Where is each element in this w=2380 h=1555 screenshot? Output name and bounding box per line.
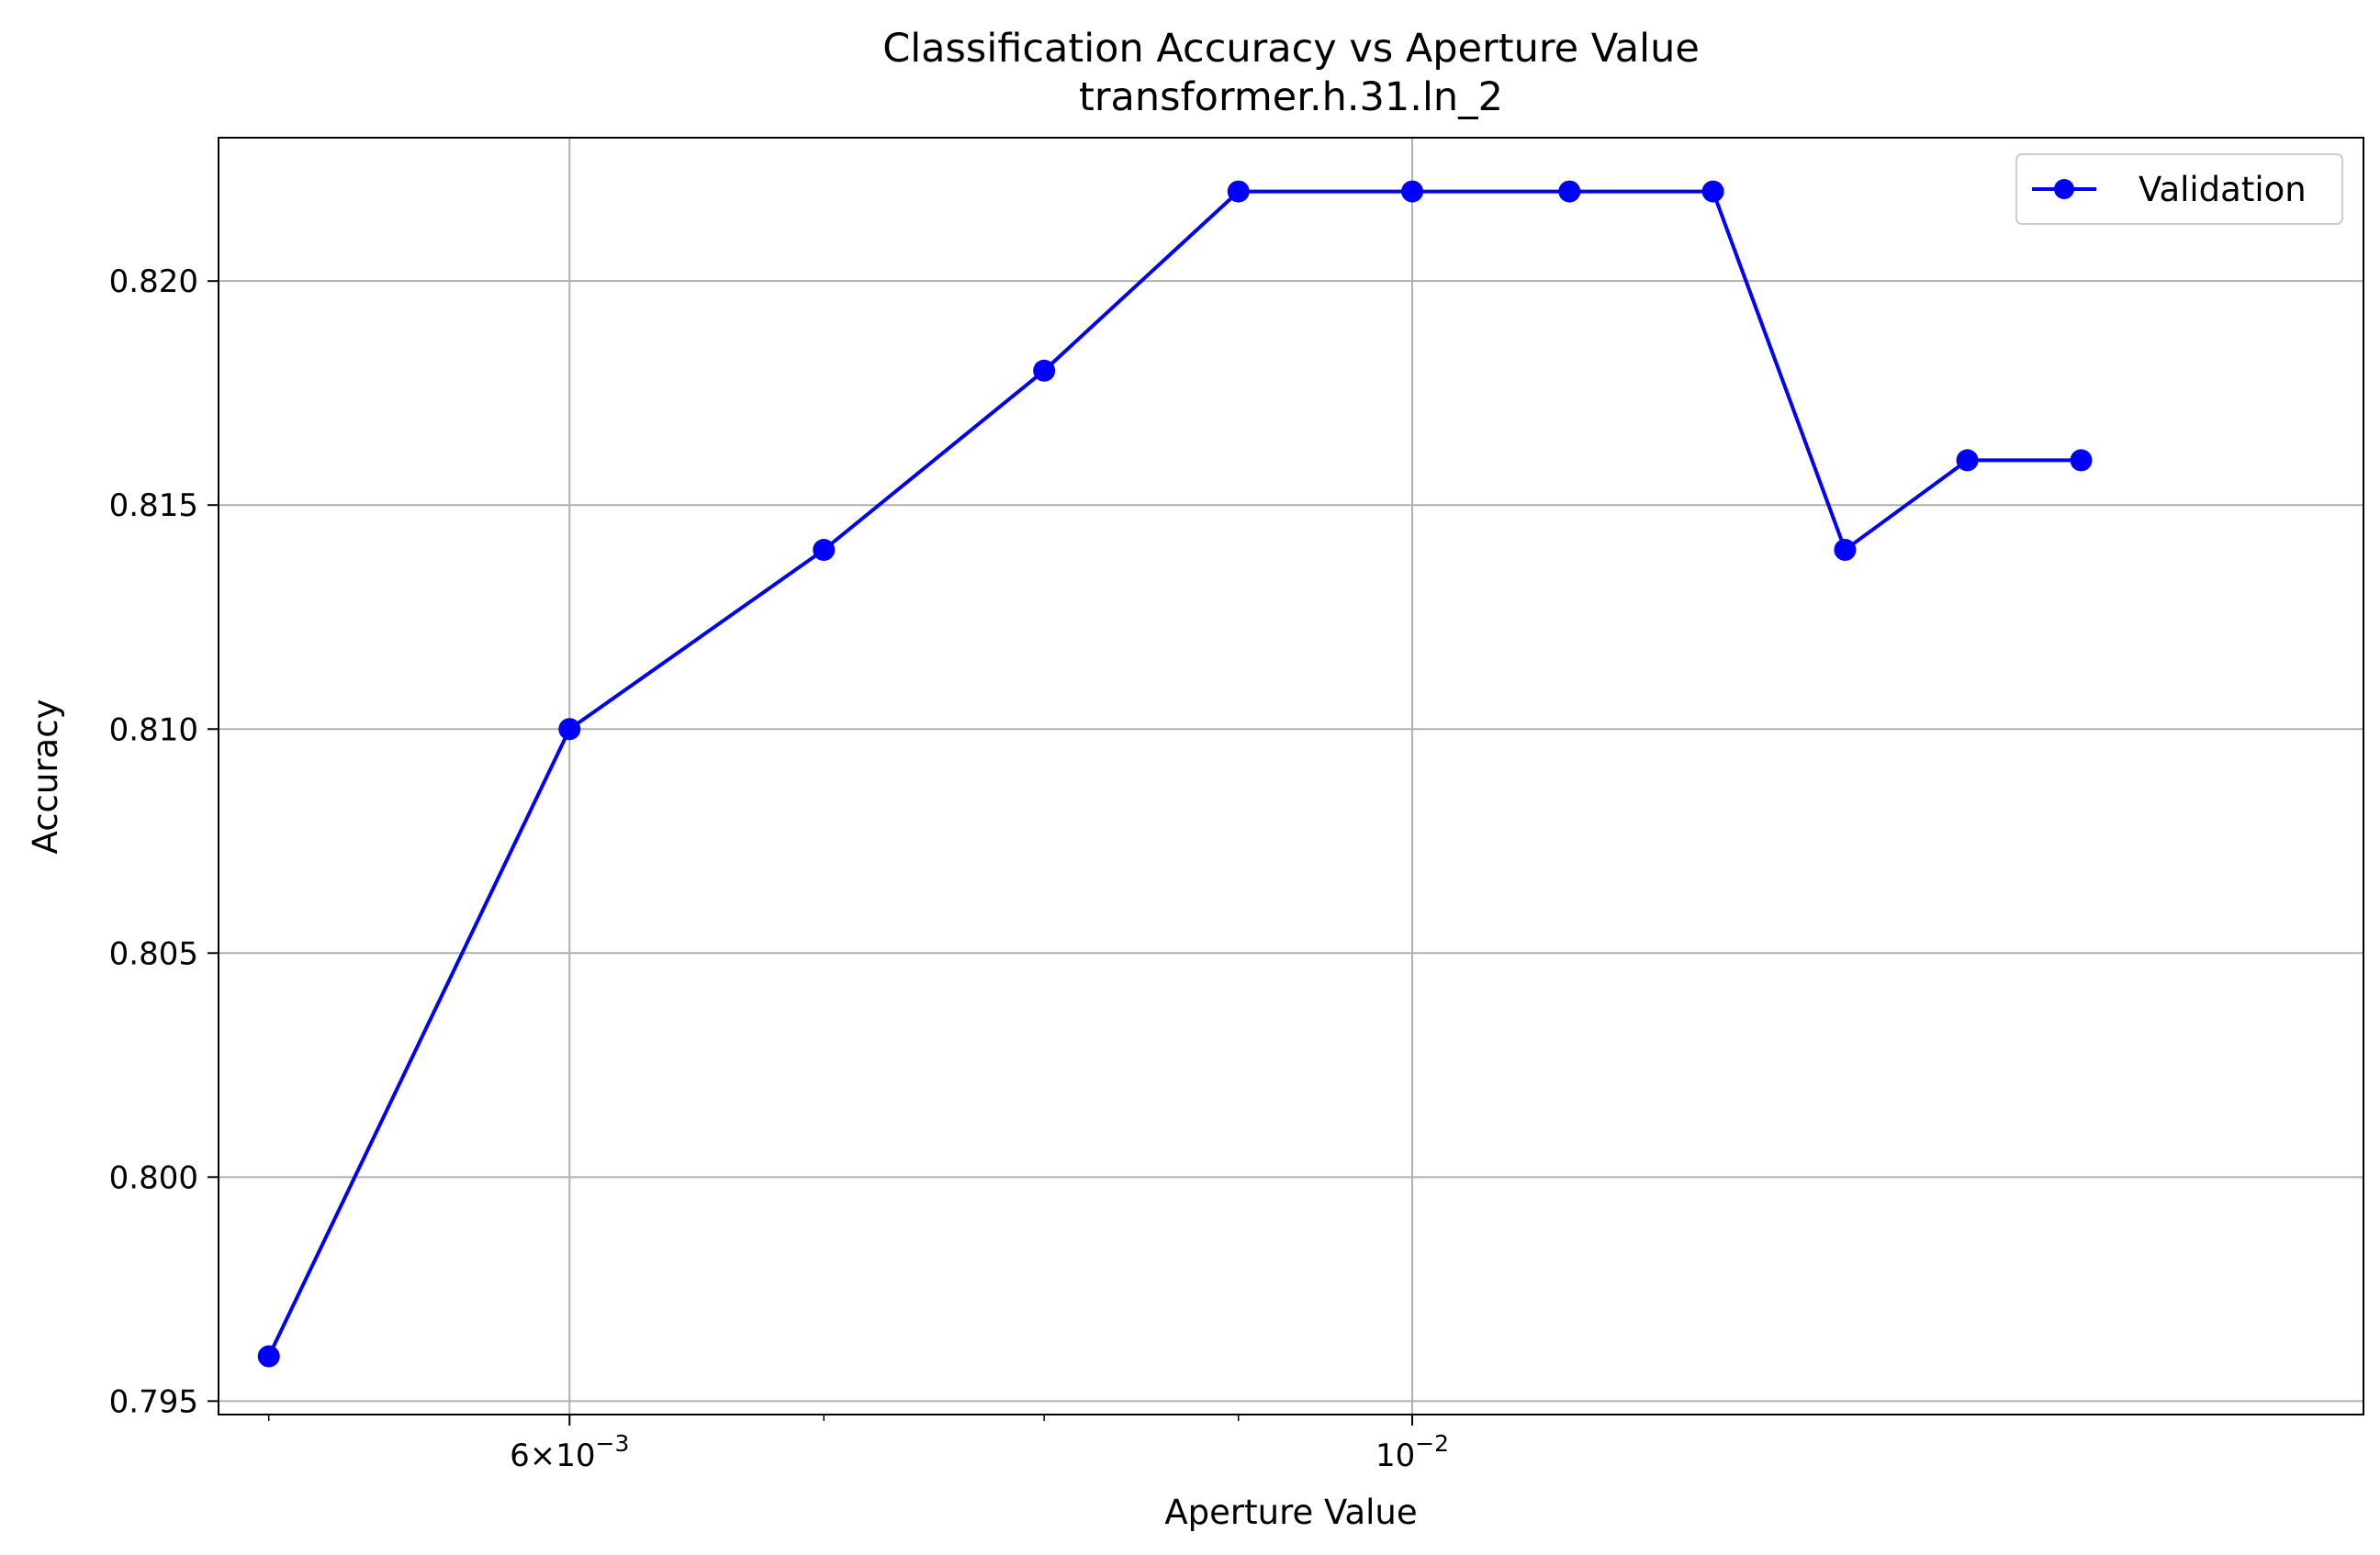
x-tick-label: 6×10−3 (510, 1430, 629, 1474)
data-point (558, 718, 581, 741)
y-tick-label: 0.815 (109, 487, 198, 524)
grid (219, 138, 2363, 1415)
data-point (813, 539, 836, 562)
data-point (1401, 180, 1424, 203)
y-tick-label: 0.810 (109, 711, 198, 748)
legend-box (2015, 153, 2343, 225)
data-point (1956, 449, 1979, 472)
y-axis-label: Accuracy (26, 699, 65, 855)
y-tick-label: 0.800 (109, 1159, 198, 1196)
series-layer (257, 180, 2093, 1368)
x-axis: 6×10−3 10−2 (267, 1415, 1449, 1474)
y-tick-label: 0.795 (109, 1383, 198, 1420)
y-axis: 0.795 0.800 0.805 0.810 0.815 0.820 (109, 263, 219, 1420)
data-point (1227, 180, 1250, 203)
y-tick-label: 0.805 (109, 935, 198, 972)
x-axis-label: Aperture Value (1164, 1493, 1417, 1532)
x-tick-label: 10−2 (1375, 1430, 1449, 1474)
y-tick-label: 0.820 (109, 263, 198, 300)
chart-subtitle: transformer.h.31.ln_2 (1079, 74, 1503, 120)
series-line (266, 189, 2082, 1358)
data-point (1834, 539, 1857, 562)
plot-frame (218, 137, 2364, 1415)
data-point (1701, 180, 1724, 203)
legend-marker (2054, 179, 2074, 199)
data-point (1558, 180, 1581, 203)
chart-title: Classification Accuracy vs Aperture Valu… (882, 26, 1700, 72)
data-point (1033, 359, 1056, 382)
legend: Validation (2015, 153, 2343, 225)
data-point (257, 1345, 280, 1368)
legend-label: Validation (2139, 170, 2307, 209)
data-point (2070, 449, 2093, 472)
